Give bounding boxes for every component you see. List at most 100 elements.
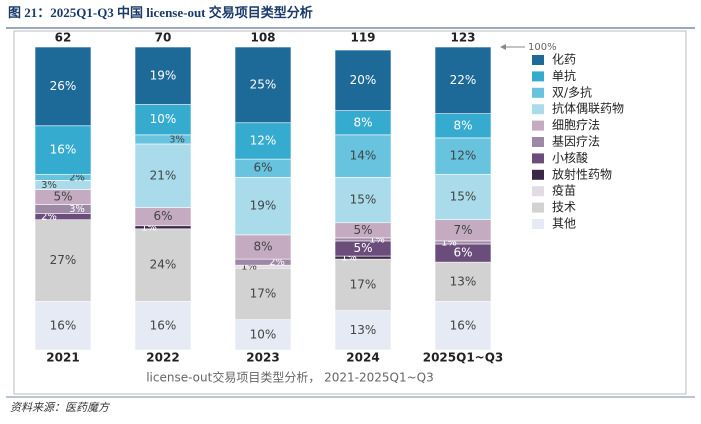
value-label: 6%	[253, 161, 272, 175]
legend-swatch	[532, 120, 544, 131]
legend-label: 技术	[552, 200, 576, 214]
bar-segment	[134, 46, 192, 105]
value-label: 16%	[450, 318, 477, 332]
legend-swatch	[532, 87, 544, 98]
legend-swatch	[532, 169, 544, 180]
legend-label: 细胞疗法	[552, 118, 600, 132]
bar-segment	[134, 228, 192, 302]
value-label: 12%	[250, 133, 277, 147]
total-label: 119	[350, 31, 375, 45]
bar-segment	[134, 104, 192, 136]
bar-segment	[34, 219, 92, 302]
legend-label: 放射性药物	[552, 166, 612, 181]
legend-label: 其他	[552, 217, 576, 231]
bar-segment	[234, 319, 292, 351]
value-label: 8%	[453, 118, 472, 132]
value-label: 17%	[250, 286, 277, 300]
legend-label: 双/多抗	[552, 84, 592, 99]
bar-segment	[334, 176, 392, 224]
subtitle: license-out交易项目类型分析， 2021-2025Q1~Q3	[146, 370, 434, 385]
legend-swatch	[532, 104, 544, 115]
chart-title: 图 21：2025Q1-Q3 中国 license-out 交易项目类型分析	[8, 5, 313, 20]
legend-swatch	[532, 186, 544, 197]
value-label: 3%	[41, 180, 57, 191]
value-label: 24%	[150, 258, 177, 272]
value-label: 1%	[241, 262, 257, 273]
arrow-head	[500, 44, 506, 50]
bar-segment	[34, 46, 92, 127]
value-label: 14%	[350, 149, 377, 163]
bar-segment	[134, 301, 192, 351]
legend-label: 化药	[552, 53, 576, 67]
legend-swatch	[532, 202, 544, 213]
value-label: 27%	[50, 253, 77, 267]
total-label: 123	[450, 31, 475, 45]
legend-swatch	[532, 71, 544, 82]
bar-segment	[434, 46, 492, 114]
bar-segment	[234, 234, 292, 260]
bar-segment	[334, 310, 392, 351]
value-label: 19%	[250, 199, 277, 213]
annotation: 100%	[528, 42, 557, 53]
value-label: 2%	[41, 212, 57, 223]
value-label: 16%	[50, 318, 77, 332]
legend-label: 基因疗法	[552, 135, 600, 149]
bar-segment	[234, 46, 292, 124]
legend-label: 疫苗	[552, 183, 576, 198]
value-label: 6%	[153, 209, 172, 223]
value-label: 15%	[350, 193, 377, 207]
source: 资料来源：医药魔方	[10, 401, 111, 414]
legend-label: 小核酸	[552, 150, 588, 165]
value-label: 25%	[250, 77, 277, 91]
value-label: 10%	[150, 112, 177, 126]
value-label: 8%	[353, 115, 372, 129]
value-label: 16%	[150, 318, 177, 332]
x-tick-label: 2025Q1~Q3	[423, 351, 504, 365]
value-label: 1%	[369, 234, 385, 245]
bar-segment	[334, 134, 392, 178]
bar-segment	[34, 301, 92, 351]
value-label: 21%	[150, 168, 177, 182]
value-label: 16%	[50, 143, 77, 157]
bar-segment	[334, 110, 392, 136]
value-label: 17%	[350, 277, 377, 291]
value-label: 8%	[253, 239, 272, 253]
bar-segment	[234, 267, 292, 321]
bar-segment	[434, 261, 492, 302]
value-label: 3%	[69, 204, 85, 215]
legend-swatch	[532, 137, 544, 147]
value-label: 5%	[353, 223, 372, 237]
value-label: 10%	[250, 327, 277, 341]
legend-swatch	[532, 219, 544, 229]
bar-segment	[334, 49, 392, 111]
value-label: 15%	[450, 189, 477, 203]
value-label: 3%	[169, 134, 185, 145]
x-tick-label: 2021	[46, 351, 79, 365]
value-label: 22%	[450, 73, 477, 87]
value-label: 2%	[269, 257, 285, 268]
total-label: 62	[55, 31, 72, 45]
value-label: 1%	[341, 253, 357, 264]
x-tick-label: 2024	[346, 351, 379, 365]
value-label: 20%	[350, 73, 377, 87]
bar-segment	[234, 176, 292, 236]
value-label: 19%	[150, 68, 177, 82]
legend-label: 单抗	[552, 68, 576, 83]
value-label: 5%	[353, 241, 372, 255]
frame	[13, 30, 687, 395]
value-label: 13%	[350, 323, 377, 337]
value-label: 7%	[453, 223, 472, 237]
value-label: 1%	[441, 237, 457, 248]
x-tick-label: 2023	[246, 351, 279, 365]
x-tick-label: 2022	[146, 351, 179, 365]
value-label: 1%	[141, 222, 157, 233]
legend-label: 抗体偶联药物	[552, 101, 624, 116]
total-label: 108	[250, 31, 275, 45]
legend-swatch	[532, 153, 544, 164]
value-label: 6%	[453, 246, 472, 260]
total-label: 70	[155, 31, 172, 45]
legend-swatch	[532, 55, 544, 65]
value-label: 2%	[69, 172, 85, 183]
value-label: 12%	[450, 149, 477, 163]
